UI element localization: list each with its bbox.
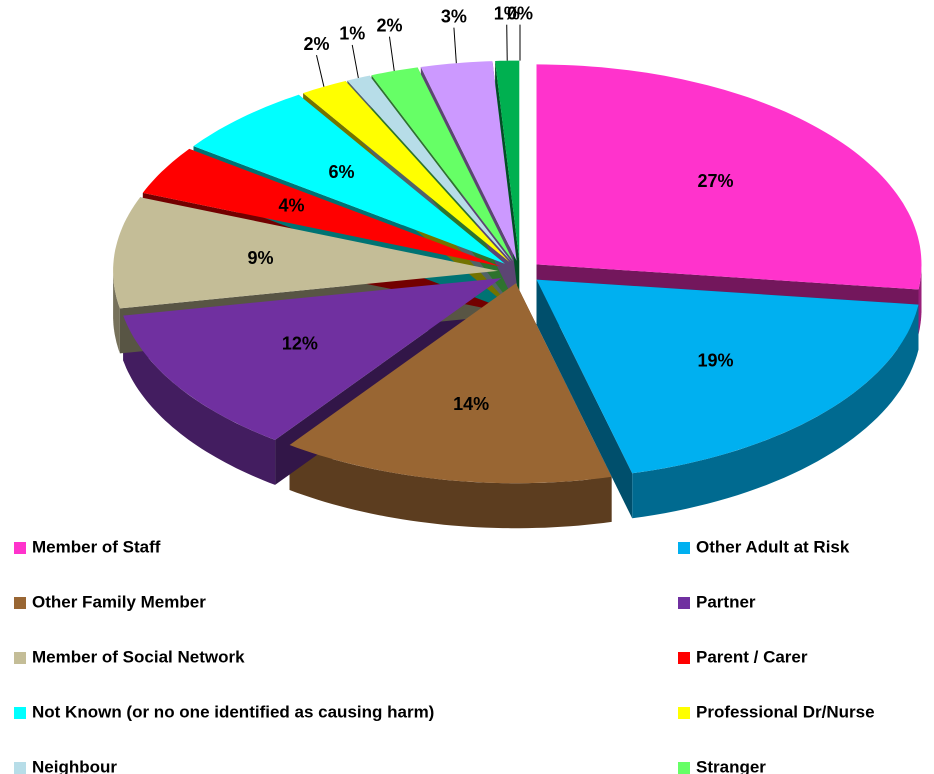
legend-swatch: [14, 597, 26, 609]
slice: [113, 197, 499, 309]
value-label: 2%: [376, 15, 402, 35]
slice-side: [113, 270, 120, 354]
slice: [371, 67, 514, 262]
legend-swatch: [14, 707, 26, 719]
slice: [536, 279, 919, 474]
legend-label: Professional Dr/Nurse: [696, 702, 875, 721]
slice: [142, 148, 501, 267]
value-label: 9%: [247, 248, 273, 268]
legend-swatch: [678, 542, 690, 554]
leader-line: [316, 55, 325, 87]
legend-label: Neighbour: [32, 757, 117, 774]
slice: [193, 94, 505, 264]
slice: [123, 278, 502, 440]
legend-label: Not Known (or no one identified as causi…: [32, 702, 434, 721]
slice: [347, 75, 512, 262]
slice: [303, 81, 510, 262]
value-label: 19%: [698, 350, 734, 370]
value-label: 1%: [494, 3, 520, 23]
legend-swatch: [14, 652, 26, 664]
value-label: 1%: [339, 24, 365, 44]
value-label: 2%: [303, 34, 329, 54]
legend-swatch: [678, 762, 690, 774]
slice-side: [918, 264, 922, 335]
legend-label: Other Adult at Risk: [696, 537, 850, 556]
legend-swatch: [678, 597, 690, 609]
legend-swatch: [678, 707, 690, 719]
value-label: 0%: [507, 3, 533, 23]
legend-label: Member of Social Network: [32, 647, 245, 666]
slice: [420, 61, 517, 261]
value-label: 6%: [329, 162, 355, 182]
value-label: 3%: [441, 6, 467, 26]
legend-label: Stranger: [696, 757, 766, 774]
slice-side: [123, 315, 276, 485]
value-label: 27%: [698, 171, 734, 191]
legend-label: Other Family Member: [32, 592, 206, 611]
value-label: 4%: [279, 196, 305, 216]
slice: [289, 283, 612, 484]
leader-line: [388, 36, 395, 71]
legend-swatch: [14, 762, 26, 774]
slice-side: [289, 445, 612, 529]
slice-wall: [536, 279, 633, 519]
leader-line: [351, 44, 359, 79]
slice: [536, 64, 922, 290]
value-label: 14%: [453, 394, 489, 414]
legend-swatch: [678, 652, 690, 664]
slice-side: [632, 304, 919, 519]
legend-label: Member of Staff: [32, 537, 161, 556]
legend-swatch: [14, 542, 26, 554]
legend-label: Parent / Carer: [696, 647, 808, 666]
leader-line: [453, 27, 457, 64]
value-label: 12%: [282, 333, 318, 353]
slice: [495, 60, 520, 261]
legend-label: Partner: [696, 592, 756, 611]
